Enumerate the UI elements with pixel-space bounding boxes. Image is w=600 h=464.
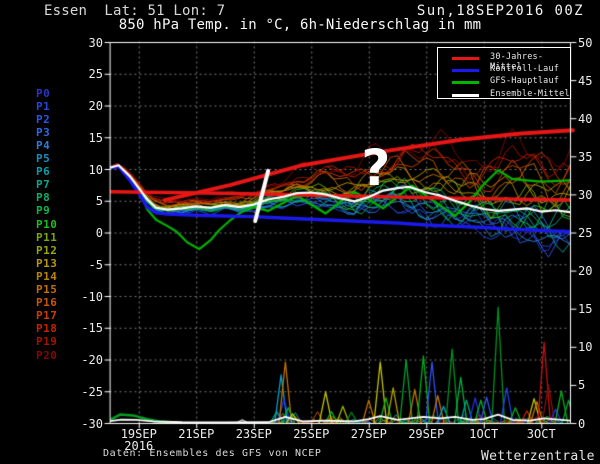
member-label-P0: P0 bbox=[36, 86, 51, 100]
y-left-tick-label: 10 bbox=[88, 162, 103, 177]
y-left-tick-label: 0 bbox=[95, 226, 103, 240]
y-left-tick-label: -5 bbox=[88, 257, 103, 272]
legend: 30-Jahres-Mittel Kontroll-Lauf GFS-Hauptla… bbox=[437, 47, 571, 99]
station-info: Essen Lat: 51 Lon: 7 bbox=[44, 3, 226, 19]
run-datetime: Sun,18SEP2016 00Z bbox=[416, 3, 584, 19]
legend-row: Kontroll-Lauf bbox=[438, 64, 570, 76]
y-right-tick-label: 45 bbox=[578, 73, 593, 88]
y-left-tick-label: 25 bbox=[88, 67, 103, 82]
member-label-P6: P6 bbox=[36, 165, 51, 179]
legend-label: GFS-Hauptlauf bbox=[490, 76, 560, 87]
y-right-tick-label: 25 bbox=[578, 226, 593, 240]
legend-label: Ensemble-Mittel bbox=[490, 88, 570, 99]
y-left-tick-label: -25 bbox=[81, 384, 103, 399]
x-tick-label: 25SEP bbox=[293, 427, 330, 441]
legend-line-swatch bbox=[452, 57, 479, 60]
y-left-tick-label: 15 bbox=[88, 130, 103, 145]
member-label-P20: P20 bbox=[36, 348, 58, 362]
member-label-P15: P15 bbox=[36, 283, 58, 296]
y-right-tick-label: 15 bbox=[578, 302, 593, 317]
x-tick-label: 19SEP bbox=[120, 427, 157, 441]
y-left-tick-label: 5 bbox=[95, 194, 103, 209]
legend-line-swatch bbox=[452, 93, 479, 97]
y-left-tick-label: 30 bbox=[88, 35, 103, 50]
member-label-P13: P13 bbox=[36, 256, 58, 270]
x-tick-label: 23SEP bbox=[235, 427, 272, 441]
y-right-tick-label: 30 bbox=[578, 187, 593, 202]
footer-brand: Wetterzentrale bbox=[481, 449, 595, 464]
member-label-P17: P17 bbox=[36, 309, 58, 323]
y-left-tick-label: -20 bbox=[81, 353, 103, 367]
member-label-P7: P7 bbox=[36, 178, 51, 192]
x-tick-label: 21SEP bbox=[178, 427, 215, 441]
y-left-tick-label: 20 bbox=[88, 99, 103, 113]
member-label-P3: P3 bbox=[36, 125, 51, 139]
x-tick-label: 27SEP bbox=[350, 427, 387, 441]
legend-label: Kontroll-Lauf bbox=[490, 64, 560, 75]
member-label-P4: P4 bbox=[36, 138, 51, 152]
y-left-tick-label: -30 bbox=[81, 416, 103, 431]
x-tick-label: 29SEP bbox=[408, 427, 445, 441]
member-label-P12: P12 bbox=[36, 243, 58, 257]
legend-row: Ensemble-Mittel bbox=[438, 89, 570, 101]
y-right-tick-label: 50 bbox=[578, 35, 593, 50]
member-label-P19: P19 bbox=[36, 335, 58, 349]
member-label-P2: P2 bbox=[36, 112, 51, 126]
legend-row: 30-Jahres-Mittel bbox=[438, 52, 570, 72]
y-right-tick-label: 0 bbox=[578, 416, 586, 431]
y-right-tick-label: 20 bbox=[578, 264, 593, 279]
y-right-tick-label: 40 bbox=[578, 111, 593, 126]
member-label-P5: P5 bbox=[36, 152, 51, 165]
member-label-P11: P11 bbox=[36, 230, 58, 244]
member-label-P10: P10 bbox=[36, 217, 58, 231]
x-tick-sublabel: 2016 bbox=[124, 439, 154, 453]
member-label-P14: P14 bbox=[36, 269, 58, 283]
legend-line-swatch bbox=[452, 81, 479, 85]
member-label-P8: P8 bbox=[36, 191, 51, 205]
chart-title: 850 hPa Temp. in °C, 6h-Niederschlag in … bbox=[118, 17, 482, 33]
y-right-tick-label: 35 bbox=[578, 149, 593, 164]
y-left-tick-label: -15 bbox=[81, 321, 103, 336]
footer-source: Daten: Ensembles des GFS von NCEP bbox=[103, 448, 322, 459]
y-right-tick-label: 10 bbox=[578, 340, 593, 355]
legend-label: 30-Jahres-Mittel bbox=[490, 52, 544, 72]
legend-row: GFS-Hauptlauf bbox=[438, 76, 570, 88]
x-tick-label: 1OCT bbox=[469, 427, 499, 441]
y-right-tick-label: 5 bbox=[578, 378, 586, 393]
y-left-tick-label: -10 bbox=[81, 289, 103, 304]
member-label-P1: P1 bbox=[36, 99, 51, 113]
member-label-P16: P16 bbox=[36, 296, 58, 310]
member-label-P18: P18 bbox=[36, 322, 58, 336]
question-mark-annotation: ? bbox=[361, 139, 391, 198]
member-label-P9: P9 bbox=[36, 204, 51, 218]
legend-line-swatch bbox=[452, 69, 479, 73]
x-tick-label: 3OCT bbox=[526, 427, 556, 441]
